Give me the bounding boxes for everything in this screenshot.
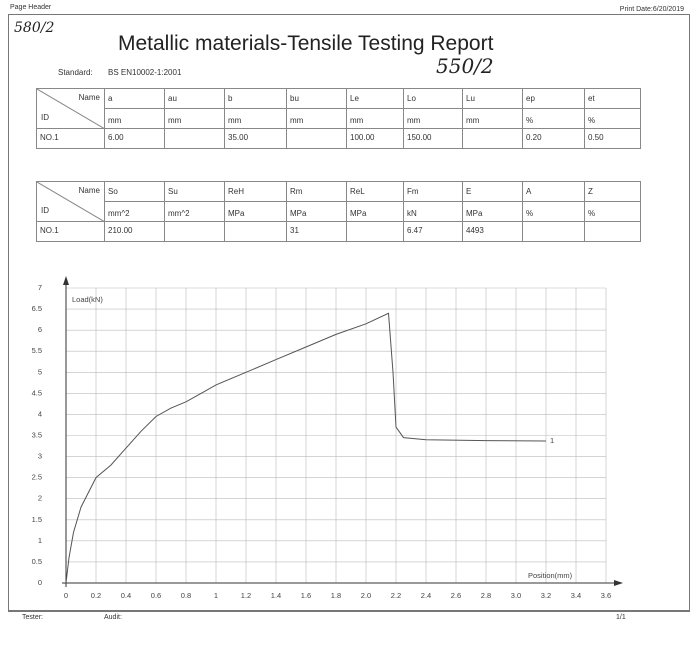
page-frame <box>8 14 690 612</box>
y-tick-label: 1 <box>38 536 42 545</box>
audit-label: Audit: <box>104 614 122 621</box>
x-tick-label: 0.6 <box>151 591 161 600</box>
y-tick-label: 7 <box>38 283 42 292</box>
x-tick-label: 0 <box>64 591 68 600</box>
y-tick-label: 1.5 <box>32 515 42 524</box>
y-tick-label: 5.5 <box>32 346 42 355</box>
y-tick-label: 2.5 <box>32 473 42 482</box>
standard-label: Standard: <box>58 68 93 77</box>
diagonal <box>37 182 105 222</box>
x-tick-label: 2.8 <box>481 591 491 600</box>
x-tick-label: 1.2 <box>241 591 251 600</box>
y-axis-arrow <box>63 276 69 285</box>
page-header: Page Header <box>10 4 52 11</box>
series-label: 1 <box>550 436 554 445</box>
corner-id: ID <box>41 206 49 215</box>
diagonal <box>37 89 105 129</box>
x-tick-label: 1.4 <box>271 591 281 600</box>
y-axis-label: Load(kN) <box>72 295 103 304</box>
y-tick-label: 4 <box>38 409 42 418</box>
y-tick-label: 5 <box>38 367 42 376</box>
corner-name: Name <box>78 186 100 195</box>
standard-value: BS EN10002-1:2001 <box>108 68 182 77</box>
footer-rule <box>8 610 689 611</box>
x-tick-label: 0.4 <box>121 591 131 600</box>
x-tick-label: 1.8 <box>331 591 341 600</box>
x-tick-label: 2.4 <box>421 591 431 600</box>
handwritten-note: 550/2 <box>436 54 494 78</box>
data-cell <box>584 221 641 242</box>
x-tick-label: 2.2 <box>391 591 401 600</box>
print-date: Print Date:6/20/2019 <box>619 6 684 13</box>
data-cell: 0.50 <box>584 128 641 149</box>
x-tick-label: 0.8 <box>181 591 191 600</box>
y-tick-label: 6.5 <box>32 304 42 313</box>
corner-name: Name <box>78 93 100 102</box>
corner-id: ID <box>41 113 49 122</box>
handwritten-note: 580/2 <box>14 20 55 36</box>
y-tick-label: 3.5 <box>32 430 42 439</box>
y-tick-label: 3 <box>38 452 42 461</box>
report-title: Metallic materials-Tensile Testing Repor… <box>118 32 494 55</box>
x-tick-label: 3.0 <box>511 591 521 600</box>
x-tick-label: 1.6 <box>301 591 311 600</box>
x-tick-label: 2.6 <box>451 591 461 600</box>
y-tick-label: 2 <box>38 494 42 503</box>
page-number: 1/1 <box>616 614 626 621</box>
x-axis-arrow <box>614 580 623 586</box>
x-tick-label: 2.0 <box>361 591 371 600</box>
x-tick-label: 3.4 <box>571 591 581 600</box>
y-tick-label: 0 <box>38 578 42 587</box>
y-tick-label: 0.5 <box>32 557 42 566</box>
x-tick-label: 3.6 <box>601 591 611 600</box>
tester-label: Tester: <box>22 614 44 621</box>
y-tick-label: 6 <box>38 325 42 334</box>
x-tick-label: 1 <box>214 591 218 600</box>
y-tick-label: 4.5 <box>32 388 42 397</box>
x-tick-label: 0.2 <box>91 591 101 600</box>
data-line <box>65 312 547 584</box>
x-axis-label: Position(mm) <box>528 571 573 580</box>
x-tick-label: 3.2 <box>541 591 551 600</box>
